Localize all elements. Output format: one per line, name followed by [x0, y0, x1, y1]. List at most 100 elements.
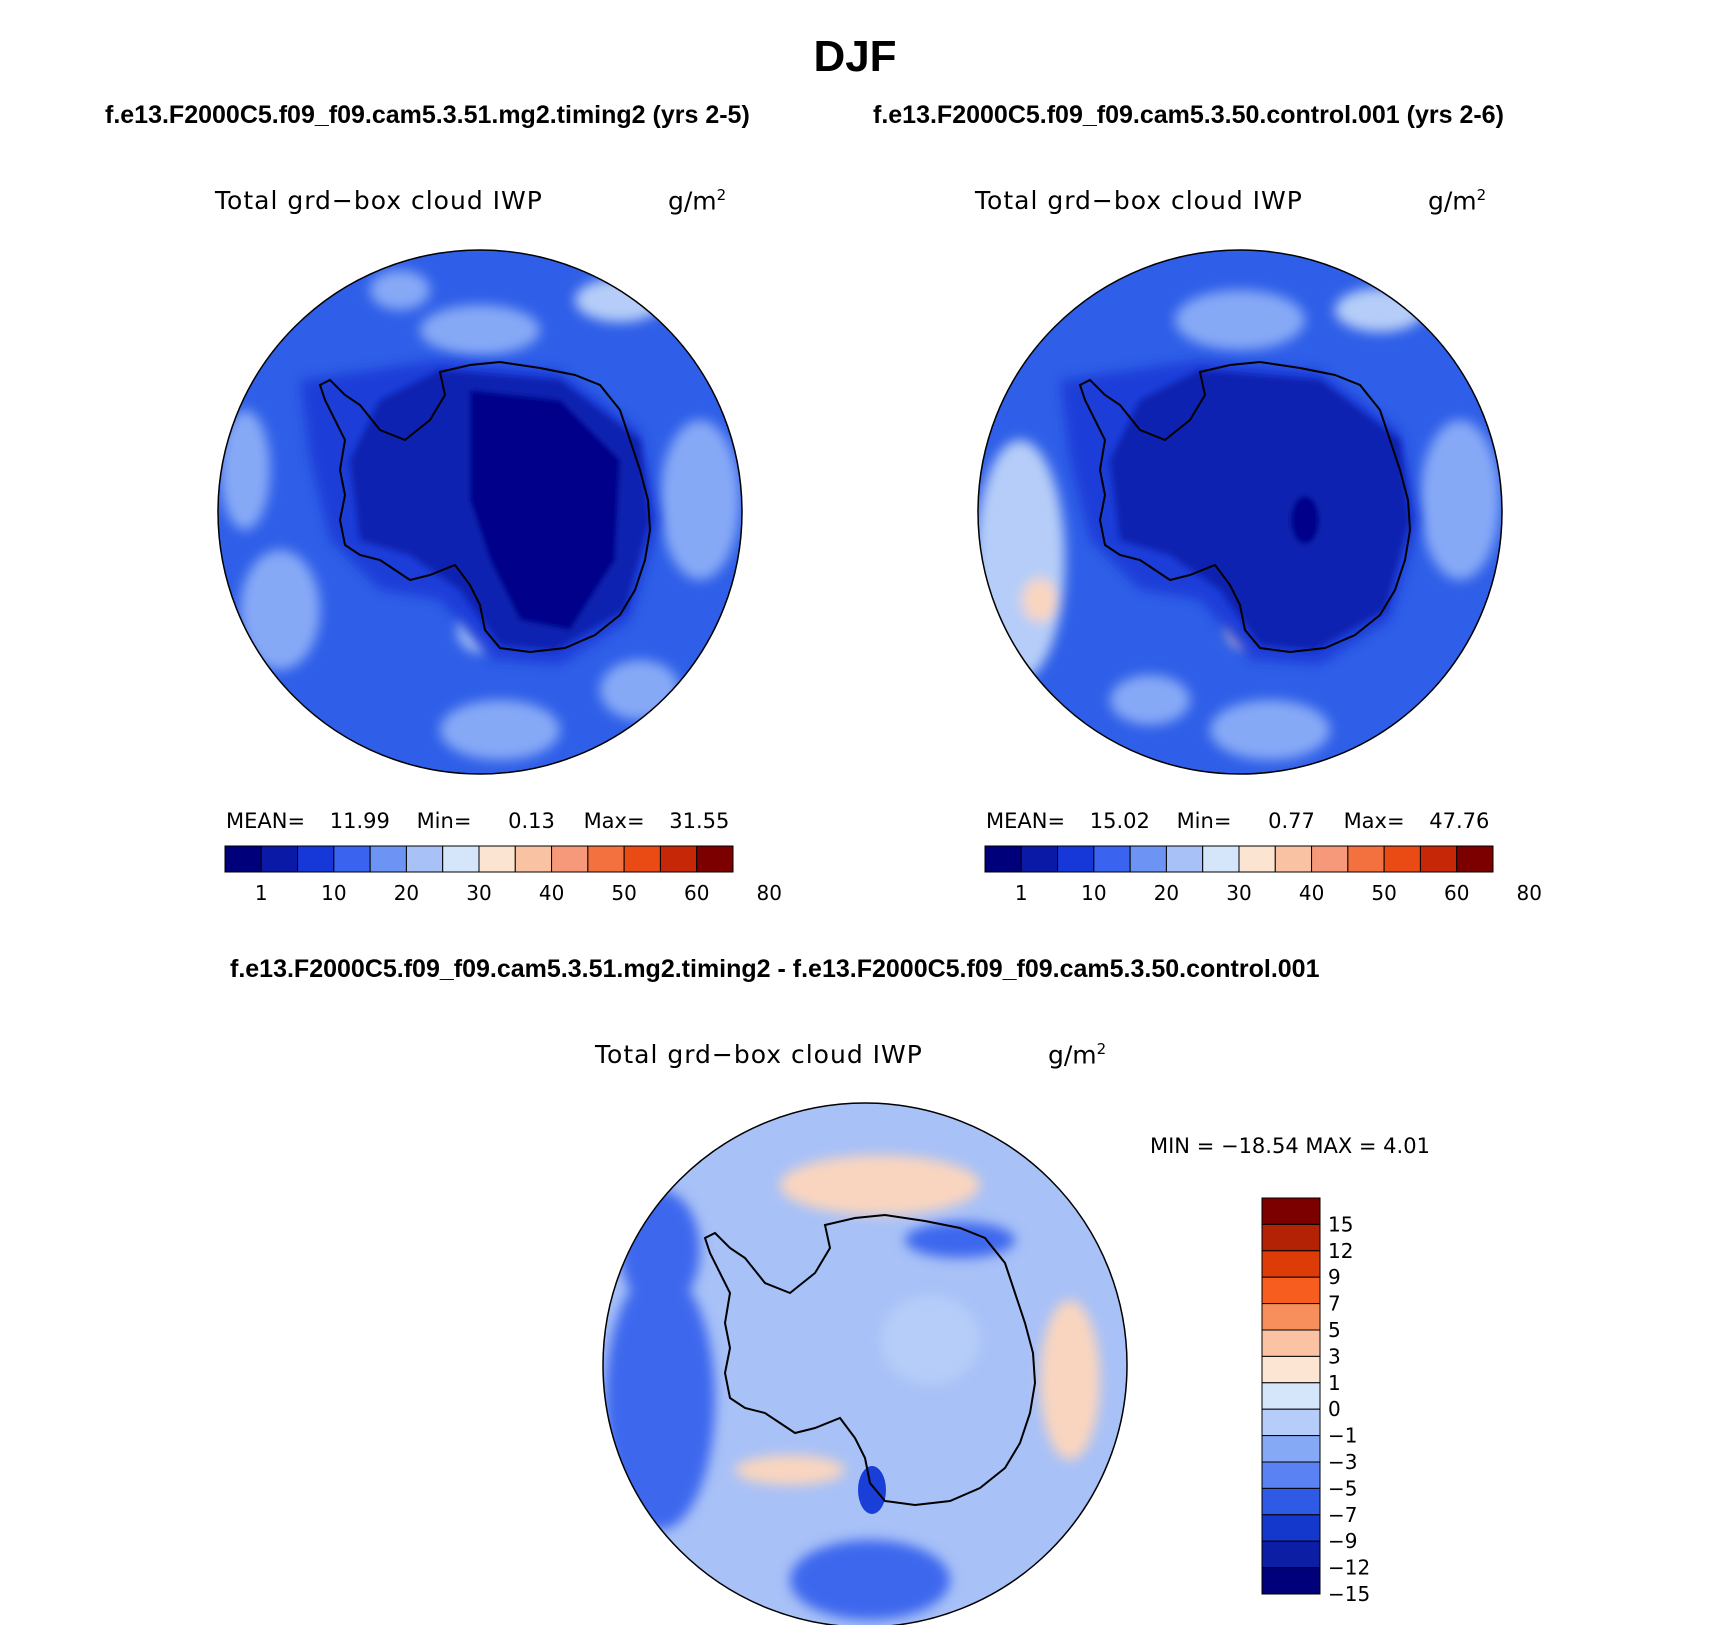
right-max-label: Max= [1343, 809, 1405, 833]
diff-colorbar-label: 7 [1328, 1292, 1341, 1316]
diff-colorbar-label: 1 [1328, 1371, 1341, 1395]
left-min-label: Min= [416, 809, 472, 833]
diff-dark-patch-3 [620, 1190, 700, 1310]
diff-colorbar-label: 3 [1328, 1344, 1341, 1368]
left-colorbar-box-2 [260, 845, 299, 873]
diff-colorbar-box-3 [1261, 1250, 1321, 1278]
diff-polar-map [603, 1103, 1127, 1625]
diff-colorbar-box-7 [1261, 1355, 1321, 1384]
right-colorbar-box-6 [1165, 845, 1204, 873]
diff-unit-label: g/m2 [1048, 1040, 1107, 1070]
left-light-patch-5 [370, 270, 430, 310]
left-min-value: 0.13 [508, 809, 555, 833]
right-colorbar-box-1 [984, 845, 1022, 873]
diff-minmax: MIN = −18.54 MAX = 4.01 [1150, 1134, 1430, 1158]
left-ice-deep [470, 390, 620, 630]
left-colorbar-box-12 [623, 845, 661, 873]
diff-colorbar-label: −7 [1328, 1503, 1357, 1527]
right-stats: MEAN= 15.02 Min= 0.77 Max= 47.76 [986, 809, 1489, 833]
left-mean-value: 11.99 [329, 809, 390, 833]
diff-colorbar-box-13 [1261, 1514, 1321, 1542]
left-coastline [318, 360, 652, 654]
diff-colorbar-label: −12 [1328, 1556, 1370, 1580]
left-colorbar: 1 10 20 30 40 50 60 80 [224, 845, 782, 905]
left-colorbar-box-11 [587, 845, 625, 873]
diff-colorbar-label: −9 [1328, 1529, 1357, 1553]
right-colorbar-label: 80 [1517, 881, 1542, 905]
left-colorbar-box-3 [297, 845, 335, 873]
right-min-value: 0.77 [1268, 809, 1315, 833]
left-colorbar-box-8 [478, 845, 516, 873]
left-light-patch-3 [440, 700, 560, 760]
diff-dark-patch-2 [790, 1540, 950, 1620]
right-colorbar-box-12 [1383, 845, 1421, 873]
diff-colorbar-box-10 [1261, 1435, 1321, 1463]
left-colorbar-box-1 [224, 845, 262, 873]
diff-variable-label: Total grd−box cloud IWP [595, 1040, 923, 1069]
left-colorbar-box-9 [514, 845, 553, 873]
difference-title: f.e13.F2000C5.f09_f09.cam5.3.51.mg2.timi… [230, 955, 1320, 983]
diff-colorbar-label: 0 [1328, 1397, 1341, 1421]
diff-colorbar-box-4 [1261, 1276, 1321, 1305]
left-colorbar-label: 20 [394, 881, 419, 905]
right-variable-label: Total grd−box cloud IWP [975, 186, 1303, 215]
left-colorbar-box-5 [369, 845, 407, 873]
diff-colorbar-label: −5 [1328, 1476, 1357, 1500]
right-map-border [977, 249, 1503, 775]
diff-colorbar-box-5 [1261, 1303, 1321, 1331]
diff-colorbar-box-8 [1261, 1382, 1321, 1410]
diff-map-border [602, 1102, 1128, 1625]
right-colorbar-box-10 [1311, 845, 1349, 873]
diff-positive-patch-3 [735, 1455, 845, 1485]
right-colorbar-label: 20 [1154, 881, 1179, 905]
right-pale-patch-1 [978, 440, 1065, 680]
left-colorbar-label: 80 [757, 881, 782, 905]
right-colorbar-box-5 [1129, 845, 1167, 873]
right-colorbar-label: 60 [1444, 881, 1469, 905]
left-light-patch-6 [220, 410, 270, 530]
left-colorbar-box-4 [333, 845, 371, 873]
left-light-patch-4 [660, 420, 740, 580]
left-unit-label: g/m2 [668, 186, 727, 216]
diff-colorbar-label: 9 [1328, 1265, 1341, 1289]
left-max-value: 31.55 [669, 809, 730, 833]
left-colorbar-label: 50 [611, 881, 636, 905]
right-pale-patch-2 [1335, 288, 1425, 332]
diff-colorbar-label: 12 [1328, 1239, 1353, 1263]
left-colorbar-box-6 [405, 845, 444, 873]
right-max-value: 47.76 [1429, 809, 1490, 833]
figure-title: DJF [813, 32, 897, 81]
right-colorbar-box-9 [1274, 845, 1313, 873]
right-colorbar-box-8 [1238, 845, 1276, 873]
diff-colorbar-box-9 [1261, 1408, 1321, 1437]
left-colorbar-box-13 [659, 845, 698, 873]
left-map-border [217, 249, 743, 775]
right-colorbar-label: 50 [1371, 881, 1396, 905]
left-light-patch-2 [420, 305, 540, 355]
right-colorbar-label: 1 [1015, 881, 1028, 905]
left-pale-patch-1 [575, 278, 665, 322]
diff-positive-patch-2 [1040, 1300, 1100, 1460]
left-polar-map [218, 250, 742, 774]
left-colorbar-label: 60 [684, 881, 709, 905]
left-colorbar-label: 1 [255, 881, 268, 905]
right-case-title: f.e13.F2000C5.f09_f09.cam5.3.50.control.… [873, 101, 1504, 129]
left-light-patch-1 [240, 550, 320, 670]
left-light-patch-7 [600, 660, 680, 720]
diff-pale-patch [880, 1295, 980, 1385]
right-mean-label: MEAN= [986, 809, 1066, 833]
right-colorbar: 1 10 20 30 40 50 60 80 [984, 845, 1542, 905]
right-colorbar-box-4 [1093, 845, 1131, 873]
diff-colorbar-label: −3 [1328, 1450, 1357, 1474]
right-colorbar-label: 30 [1226, 881, 1251, 905]
right-light-patch-1 [1175, 290, 1305, 350]
right-colorbar-label: 10 [1081, 881, 1106, 905]
diff-colorbar-box-12 [1261, 1487, 1321, 1516]
right-ice-mid [1110, 370, 1410, 650]
left-colorbar-box-7 [442, 845, 480, 873]
diff-deep-spot [858, 1466, 886, 1514]
left-mean-label: MEAN= [226, 809, 306, 833]
right-colorbar-box-2 [1020, 845, 1059, 873]
right-polar-map [978, 250, 1502, 774]
